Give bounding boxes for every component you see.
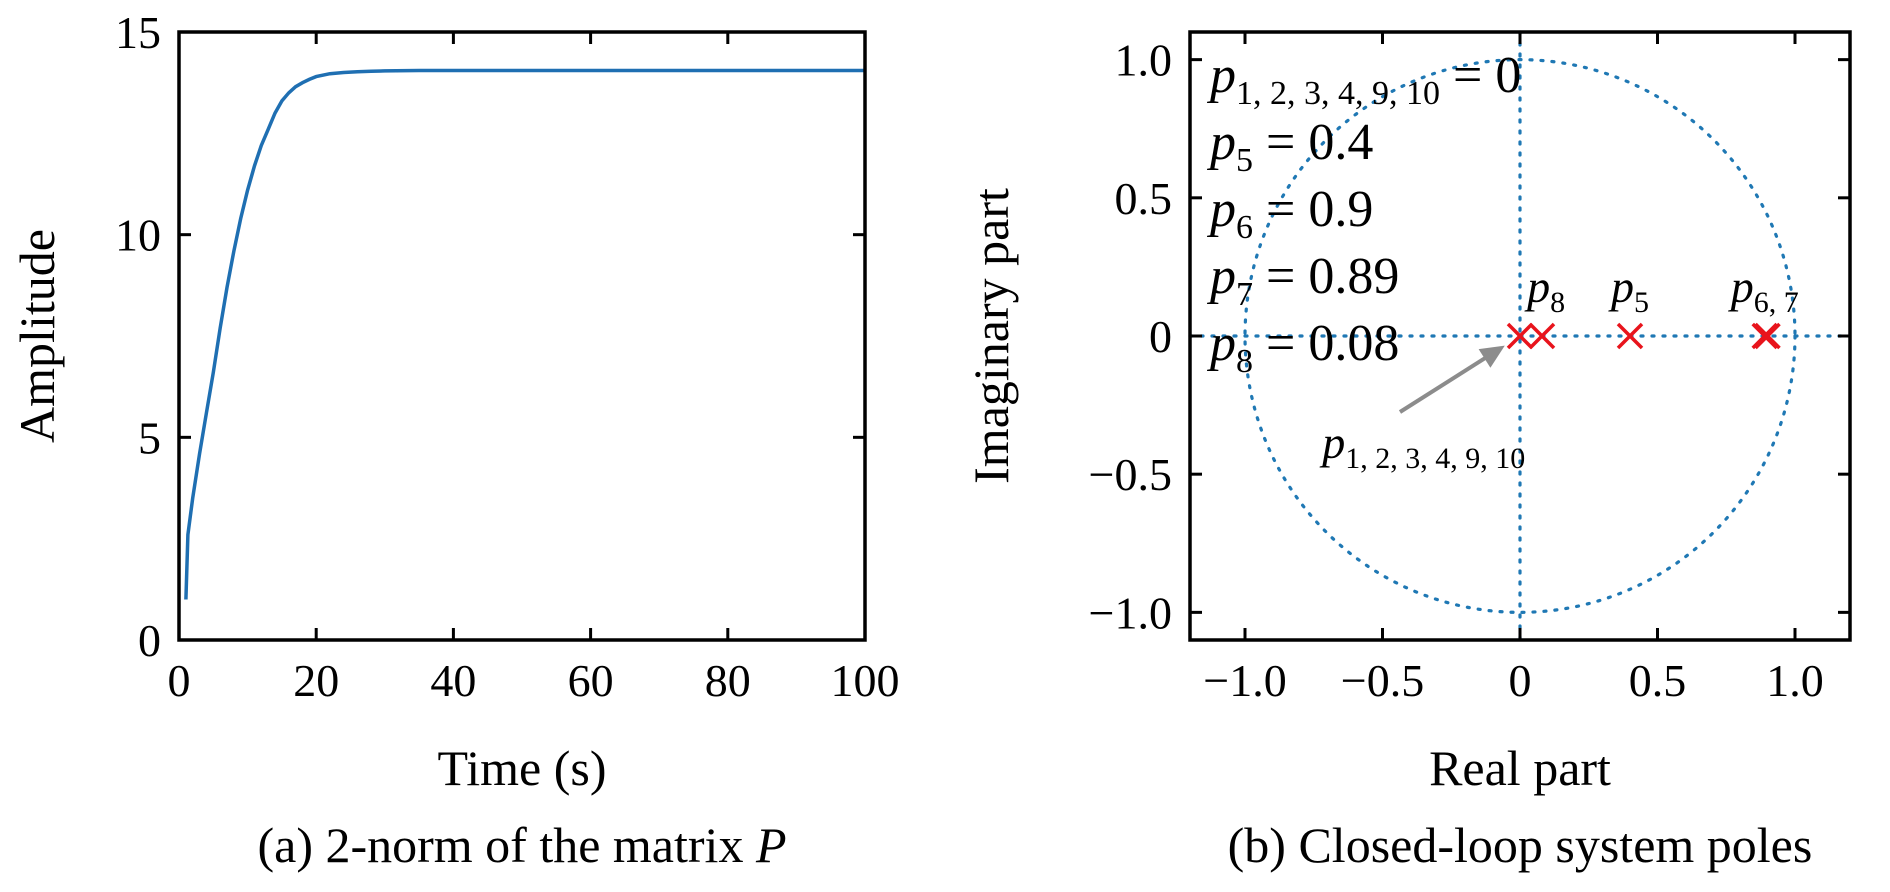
chart-b-x-tick-label: 0.5	[1629, 655, 1687, 706]
pole-value-annotation: p8 = 0.08	[1206, 315, 1399, 380]
chart-b-x-tick-label: 0	[1509, 655, 1532, 706]
pole-label-index: 1, 2, 3, 4, 9, 10	[1345, 442, 1525, 475]
chart-b-x-axis-label: Real part	[1429, 740, 1611, 796]
chart-b-y-tick-label: 0	[1149, 311, 1172, 362]
pole-marker	[1616, 322, 1644, 350]
pole-label-symbol: p	[1524, 261, 1550, 312]
pole-value: = 0.89	[1253, 248, 1399, 305]
pole-index: 1, 2, 3, 4, 9, 10	[1236, 75, 1440, 112]
chart-a-x-tick-label: 0	[168, 655, 191, 706]
pole-marker	[1751, 322, 1778, 350]
pole-value: = 0.9	[1253, 181, 1373, 238]
chart-b-pole-labels: p8 p5 p6, 7p1, 2, 3, 4, 9, 10	[1319, 261, 1799, 475]
chart-a-x-tick-label: 40	[430, 655, 476, 706]
pole-value: = 0.4	[1253, 114, 1373, 171]
chart-a-y-tick-label: 15	[115, 7, 161, 58]
pole-value: = 0.08	[1253, 315, 1399, 372]
pole-label: p1, 2, 3, 4, 9, 10	[1319, 417, 1525, 475]
chart-b-y-axis-label: Imaginary part	[963, 188, 1019, 484]
chart-a-x-ticks: 0 20 40 60 80 100	[168, 32, 900, 706]
chart-b-y-tick-label: 0.5	[1115, 173, 1173, 224]
pole-label-symbol: p	[1608, 261, 1634, 312]
unit-circle	[1243, 58, 1797, 614]
chart-b-y-tick-label: −1.0	[1089, 587, 1172, 638]
chart-b-y-ticks: 1.0 0.5 0 −0.5 −1.0	[1089, 35, 1850, 638]
chart-a: 0 5 10 15 0 20 40 60 80 100 Time (s) Amplitude (…	[9, 7, 900, 873]
chart-b-y-tick-label: 1.0	[1115, 35, 1173, 86]
chart-a-x-tick-label: 60	[568, 655, 614, 706]
chart-b-x-tick-label: 1.0	[1766, 655, 1824, 706]
chart-a-caption-text: (a) 2-norm of the matrix	[258, 817, 756, 873]
chart-a-x-tick-label: 80	[705, 655, 751, 706]
pole-value-annotation: p7 = 0.89	[1206, 248, 1399, 313]
chart-b: 1.00.50−0.5−1.0 −1.0 −0.5 0 0.5 1.0 p1, 2, 3…	[963, 30, 1852, 873]
pole-index: 8	[1236, 343, 1253, 380]
pole-label-symbol: p	[1728, 261, 1754, 312]
pole-index: 5	[1236, 142, 1253, 179]
chart-a-plot-frame	[177, 30, 867, 642]
chart-a-x-axis-label: Time (s)	[437, 740, 606, 796]
chart-a-y-tick-label: 10	[115, 210, 161, 261]
chart-b-caption: (b) Closed-loop system poles	[1228, 817, 1813, 873]
pole-value-annotation: p5 = 0.4	[1206, 114, 1373, 179]
pole-arrow	[1398, 349, 1498, 414]
pole-label: p8	[1524, 261, 1565, 319]
chart-a-series-line	[184, 68, 865, 600]
pole-symbol: p	[1206, 114, 1236, 171]
chart-a-caption-variable: P	[755, 817, 787, 873]
pole-label-symbol: p	[1319, 417, 1345, 468]
pole-label-index: 8	[1550, 286, 1565, 319]
chart-b-annotation-block: p1, 2, 3, 4, 9, 10 = 0p5 = 0.4p6 = 0.9p7…	[1206, 47, 1521, 380]
chart-a-y-tick-label: 5	[138, 412, 161, 463]
chart-b-x-tick-label: −1.0	[1203, 655, 1286, 706]
chart-a-caption: (a) 2-norm of the matrix P	[258, 817, 787, 873]
pole-symbol: p	[1206, 181, 1236, 238]
pole-label: p6, 7	[1728, 261, 1799, 319]
pole-marker	[1528, 322, 1556, 350]
chart-b-plot-frame	[1188, 30, 1852, 642]
pole-value: = 0	[1440, 47, 1521, 104]
pole-symbol: p	[1206, 248, 1236, 305]
chart-a-x-tick-label: 20	[293, 655, 339, 706]
pole-symbol: p	[1206, 47, 1236, 104]
chart-a-y-ticks: 0 5 10 15	[115, 7, 865, 666]
chart-b-x-ticks: −1.0 −0.5 0 0.5 1.0	[1203, 32, 1824, 706]
pole-index: 7	[1236, 276, 1253, 313]
pole-marker	[1754, 322, 1781, 350]
chart-b-x-tick-label: −0.5	[1341, 655, 1424, 706]
pole-label-index: 6, 7	[1754, 286, 1799, 319]
pole-label: p5	[1608, 261, 1649, 319]
pole-value-annotation: p6 = 0.9	[1206, 181, 1373, 246]
chart-a-y-axis-label: Amplitude	[9, 229, 65, 443]
pole-marker	[1506, 322, 1534, 350]
chart-b-pole-markers	[1506, 322, 1781, 350]
pole-arrowhead	[1478, 345, 1505, 368]
pole-symbol: p	[1206, 315, 1236, 372]
chart-a-x-tick-label: 100	[831, 655, 900, 706]
pole-value-annotation: p1, 2, 3, 4, 9, 10 = 0	[1206, 47, 1521, 112]
chart-a-y-tick-label: 0	[138, 615, 161, 666]
chart-b-y-tick-label: −0.5	[1089, 449, 1172, 500]
pole-label-index: 5	[1634, 286, 1649, 319]
pole-index: 6	[1236, 209, 1253, 246]
